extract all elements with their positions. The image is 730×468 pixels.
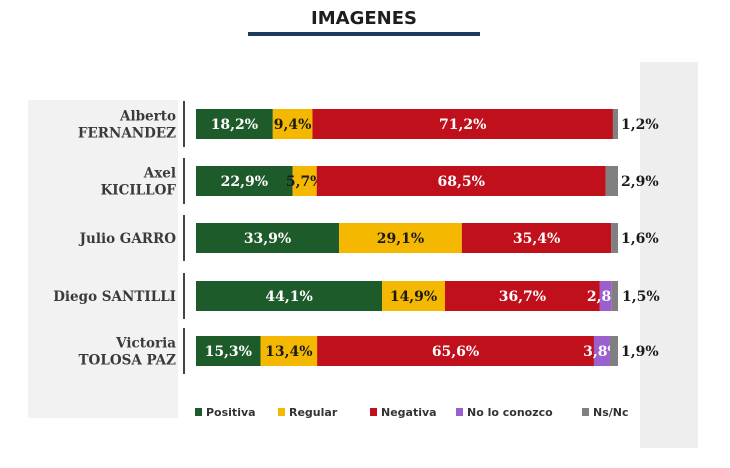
data-label: 1,5% [622, 289, 660, 305]
data-label: 22,9% [221, 174, 268, 190]
bar-segment-regular [292, 166, 317, 196]
bar-segment-ns-nc [611, 281, 618, 311]
category-label: Alberto FERNANDEZ [78, 109, 176, 142]
data-label: 44,1% [265, 289, 312, 305]
data-label: 65,6% [432, 344, 479, 360]
bar-segment-ns-nc [609, 336, 618, 366]
legend-entry: Positiva [206, 406, 256, 419]
data-label: 2,9% [621, 174, 659, 190]
bar-segment-positiva [196, 109, 273, 139]
data-label: 2,8% [587, 289, 625, 305]
data-label: 13,4% [265, 344, 312, 360]
bar-segment-negativa [316, 166, 606, 196]
legend-marker [370, 408, 377, 416]
category-label: Diego SANTILLI [53, 289, 176, 305]
data-label: 1,2% [621, 117, 659, 133]
data-label: 14,9% [390, 289, 437, 305]
legend-entry: No lo conozco [467, 406, 553, 419]
category-label: Julio GARRO [79, 231, 177, 247]
data-label: 9,4% [274, 117, 312, 133]
data-label: 35,4% [513, 231, 560, 247]
legend-marker [582, 408, 589, 416]
legend-entry: Negativa [381, 406, 437, 419]
data-label: 68,5% [438, 174, 485, 190]
data-label: 71,2% [439, 117, 486, 133]
bar-segment-positiva [196, 281, 383, 311]
background-watermark-left [28, 100, 178, 418]
category-label: Axel KICILLOF [101, 166, 177, 199]
legend-marker [195, 408, 202, 416]
data-label: 1,9% [621, 344, 659, 360]
bar-segment-ns-nc [612, 109, 618, 139]
bar-segment-no-lo-conozco [593, 336, 610, 366]
data-label: 36,7% [499, 289, 546, 305]
bar-segment-negativa [312, 109, 613, 139]
bar-segment-ns-nc [611, 223, 618, 253]
bar-segment-negativa [461, 223, 612, 253]
bar-segment-regular [339, 223, 462, 253]
bar-segment-regular [382, 281, 445, 311]
legend-entry: Ns/Nc [593, 406, 629, 419]
data-label: 33,9% [244, 231, 291, 247]
bar-segment-no-lo-conozco [599, 281, 612, 311]
data-label: 29,1% [377, 231, 424, 247]
data-label: 15,3% [205, 344, 252, 360]
category-label: Victoria TOLOSA PAZ [79, 336, 177, 369]
legend-marker [278, 408, 285, 416]
bar-segment-regular [260, 336, 318, 366]
bar-segment-negativa [317, 336, 594, 366]
data-label: 5,7% [286, 174, 324, 190]
chart-title: IMAGENES [311, 8, 417, 29]
legend-marker [456, 408, 463, 416]
bar-segment-negativa [444, 281, 600, 311]
bar-segment-positiva [196, 166, 293, 196]
background-watermark-right [640, 62, 698, 448]
title-underline [248, 32, 480, 36]
data-label: 1,6% [621, 231, 659, 247]
bar-segment-positiva [196, 336, 261, 366]
bar-segment-ns-nc [605, 166, 618, 196]
bar-segment-positiva [196, 223, 340, 253]
bar-segment-regular [272, 109, 313, 139]
legend-entry: Regular [289, 406, 338, 419]
data-label: 18,2% [211, 117, 258, 133]
